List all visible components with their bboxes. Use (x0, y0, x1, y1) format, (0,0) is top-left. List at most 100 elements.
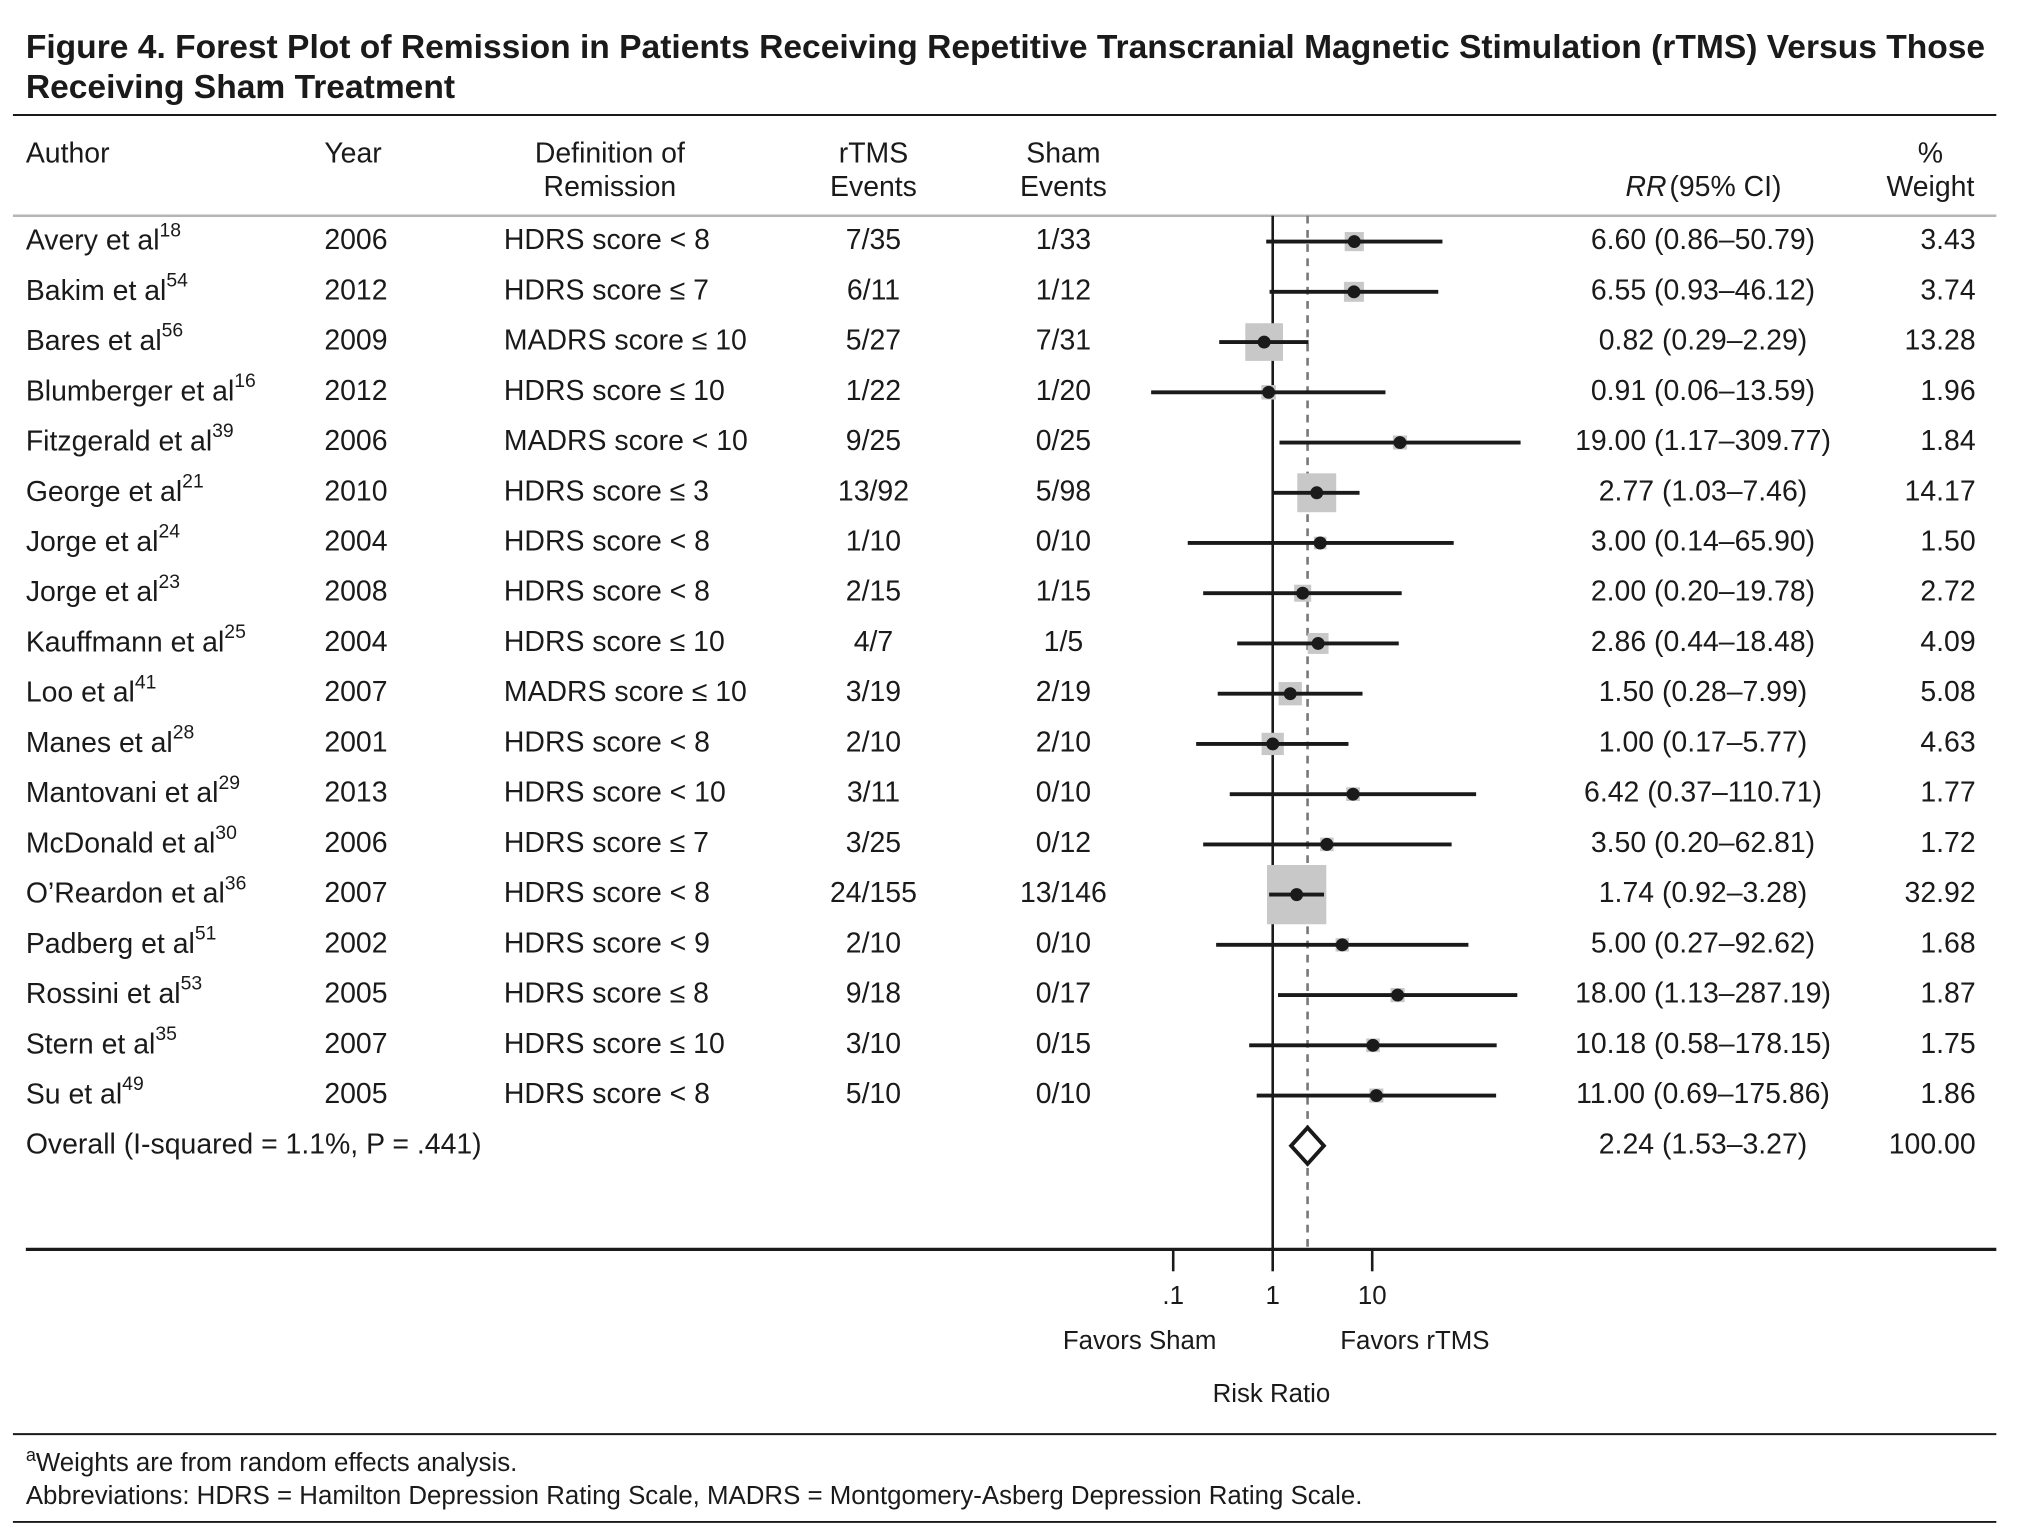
author: Bakim et al54 (26, 270, 188, 307)
point-estimate (1369, 1089, 1383, 1103)
point-estimate (1347, 285, 1361, 299)
weight-label: 1.75 (1920, 1028, 1975, 1060)
weight-label: 2.72 (1920, 576, 1975, 608)
definition: HDRS score < 8 (504, 224, 710, 256)
sham-events: 2/10 (1036, 726, 1091, 758)
favors-label: Favors rTMS (1340, 1327, 1489, 1355)
year: 2005 (324, 1078, 387, 1110)
rr-label: 1.74 (0.92–3.28) (1599, 877, 1807, 909)
column-header: Sham (1026, 138, 1100, 170)
rtms-events: 3/19 (846, 676, 901, 708)
author: Loo et al41 (26, 671, 157, 708)
weight-label: 13.28 (1905, 325, 1976, 357)
year: 2004 (324, 525, 387, 557)
definition: HDRS score < 8 (504, 1078, 710, 1110)
weight-label: 1.72 (1920, 827, 1975, 859)
reference: 36 (225, 872, 247, 894)
x-axis-label: Risk Ratio (1213, 1380, 1331, 1408)
weight-label: 3.43 (1920, 224, 1975, 256)
definition: HDRS score < 8 (504, 525, 710, 557)
sham-events: 1/5 (1044, 626, 1084, 658)
author: Mantovani et al29 (26, 772, 240, 809)
definition: HDRS score ≤ 7 (504, 274, 709, 306)
definition: HDRS score ≤ 10 (504, 1028, 725, 1060)
point-estimate (1320, 837, 1334, 851)
reference: 21 (182, 471, 204, 493)
point-estimate (1346, 787, 1360, 801)
rr-label: 6.55 (0.93–46.12) (1591, 274, 1815, 306)
author-name: Loo et al (26, 676, 135, 708)
point-estimate (1296, 586, 1310, 600)
rtms-events: 4/7 (854, 626, 894, 658)
rr-label: 11.00 (0.69–175.86) (1576, 1078, 1830, 1110)
column-header: (95% CI) (1669, 171, 1781, 203)
point-estimate (1393, 436, 1407, 449)
year: 2002 (324, 927, 387, 959)
author-name: Padberg et al (26, 927, 195, 959)
year: 2010 (324, 475, 387, 507)
weight-label: 3.74 (1920, 274, 1975, 306)
x-tick-label: 10 (1358, 1282, 1387, 1310)
year: 2004 (324, 626, 387, 658)
author-name: Jorge et al (26, 525, 159, 557)
column-header: RR (1625, 171, 1666, 203)
column-header: Events (830, 171, 917, 203)
rr-label: 0.91 (0.06–13.59) (1591, 375, 1815, 407)
author: Jorge et al24 (26, 521, 180, 558)
reference: 24 (159, 521, 181, 543)
author-name: Mantovani et al (26, 777, 219, 809)
sham-events: 0/10 (1036, 927, 1091, 959)
reference: 53 (181, 973, 203, 995)
sham-events: 0/10 (1036, 525, 1091, 557)
point-estimate (1290, 888, 1304, 902)
column-header: Definition of (535, 138, 685, 170)
rr-label: 18.00 (1.13–287.19) (1575, 978, 1831, 1010)
author: Kauffmann et al25 (26, 621, 246, 658)
rtms-events: 1/22 (846, 375, 901, 407)
column-header: Author (26, 138, 110, 170)
rr-label: 0.82 (0.29–2.29) (1599, 325, 1807, 357)
rr-label: 6.42 (0.37–110.71) (1584, 777, 1822, 809)
rr-label: 5.00 (0.27–92.62) (1591, 927, 1815, 959)
column-header: rTMS (839, 138, 908, 170)
sham-events: 1/20 (1036, 375, 1091, 407)
point-estimate (1311, 636, 1325, 650)
column-header: Year (324, 138, 381, 170)
point-estimate (1366, 1038, 1380, 1052)
definition: HDRS score ≤ 10 (504, 375, 725, 407)
author-name: Manes et al (26, 726, 173, 758)
sham-events: 0/10 (1036, 1078, 1091, 1110)
rr-label: 2.77 (1.03–7.46) (1599, 475, 1807, 507)
rtms-events: 6/11 (847, 274, 900, 306)
author: Avery et al18 (26, 219, 181, 256)
year: 2012 (324, 375, 387, 407)
rtms-events: 7/35 (846, 224, 901, 256)
author: Bares et al56 (26, 320, 183, 357)
author-name: Bakim et al (26, 274, 167, 306)
year: 2007 (324, 877, 387, 909)
definition: HDRS score < 9 (504, 927, 710, 959)
rtms-events: 3/11 (847, 777, 900, 809)
reference: 30 (215, 822, 237, 844)
weight-label: 1.86 (1920, 1078, 1975, 1110)
year: 2006 (324, 827, 387, 859)
definition: HDRS score ≤ 8 (504, 978, 709, 1010)
definition: HDRS score < 8 (504, 726, 710, 758)
reference: 51 (195, 923, 217, 945)
sham-events: 0/25 (1036, 425, 1091, 457)
sham-events: 13/146 (1020, 877, 1107, 909)
definition: HDRS score ≤ 3 (504, 475, 709, 507)
weight-label: 1.77 (1920, 777, 1975, 809)
author-name: George et al (26, 475, 182, 507)
rtms-events: 2/10 (846, 927, 901, 959)
point-estimate (1391, 988, 1405, 1002)
rr-label: 1.00 (0.17–5.77) (1599, 726, 1807, 758)
rr-label: 2.86 (0.44–18.48) (1591, 626, 1815, 658)
weight-label: 14.17 (1905, 475, 1976, 507)
point-estimate (1262, 385, 1276, 399)
point-estimate (1257, 335, 1271, 349)
reference: 49 (122, 1073, 144, 1095)
rtms-events: 3/10 (846, 1028, 901, 1060)
reference: 41 (135, 671, 157, 693)
